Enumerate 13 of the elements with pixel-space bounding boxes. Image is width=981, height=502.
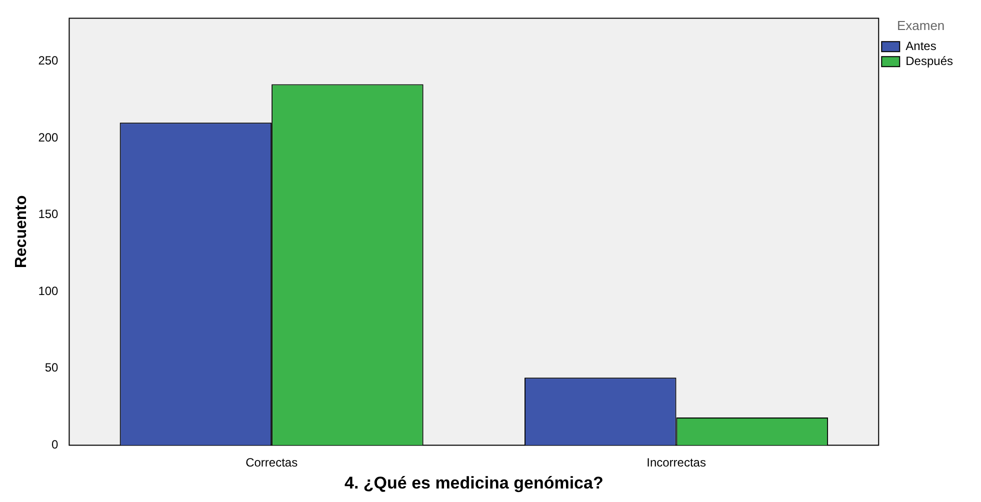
x-tick-label: Incorrectas [646, 456, 706, 470]
y-tick-label: 0 [52, 438, 59, 452]
x-axis-title: 4. ¿Qué es medicina genómica? [344, 473, 604, 492]
y-tick-label: 200 [38, 130, 59, 144]
y-tick-label: 100 [38, 284, 59, 298]
legend-label: Antes [906, 38, 936, 53]
y-tick-label: 250 [38, 54, 59, 68]
y-axis-title: Recuento [13, 195, 30, 268]
legend-label: Después [906, 54, 954, 68]
legend-title: Examen [896, 18, 945, 34]
y-tick-label: 150 [38, 207, 59, 222]
y-tick-label: 50 [44, 360, 59, 375]
x-tick-label: Correctas [246, 456, 298, 470]
